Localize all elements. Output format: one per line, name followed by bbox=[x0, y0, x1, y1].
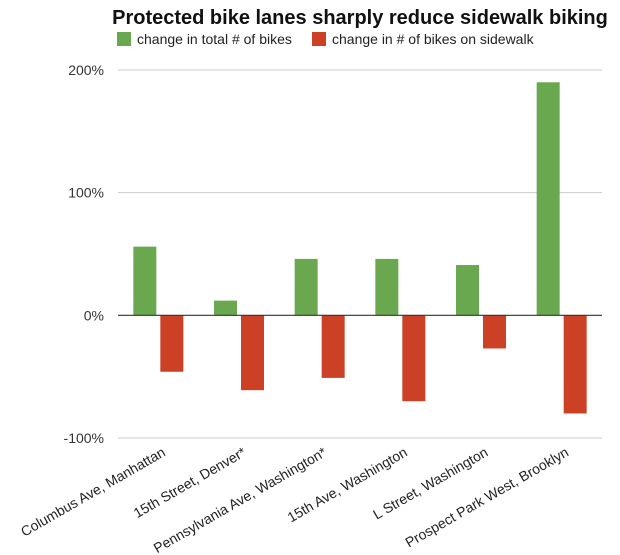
legend-swatch-total-bikes bbox=[117, 32, 131, 46]
bar-total-bikes bbox=[214, 300, 237, 316]
y-tick-label: 100% bbox=[68, 185, 104, 201]
bar-total-bikes bbox=[375, 258, 399, 316]
bars bbox=[133, 82, 587, 414]
legend: change in total # of bikes change in # o… bbox=[117, 31, 535, 47]
gridlines bbox=[118, 69, 602, 439]
legend-label-sidewalk-bikes: change in # of bikes on sidewalk bbox=[332, 31, 535, 47]
y-axis-tick-labels: 200% 100% 0% -100% bbox=[64, 62, 104, 446]
bar-sidewalk-bikes bbox=[321, 315, 345, 378]
bar-total-bikes bbox=[536, 82, 560, 316]
chart-title: Protected bike lanes sharply reduce side… bbox=[112, 7, 608, 29]
bar-sidewalk-bikes bbox=[563, 315, 587, 414]
bar-sidewalk-bikes bbox=[483, 315, 506, 349]
legend-label-total-bikes: change in total # of bikes bbox=[137, 31, 292, 47]
y-tick-label: 0% bbox=[84, 307, 104, 323]
bar-sidewalk-bikes bbox=[241, 315, 264, 391]
bar-sidewalk-bikes bbox=[160, 315, 184, 372]
legend-swatch-sidewalk-bikes bbox=[312, 32, 326, 46]
y-tick-label: 200% bbox=[68, 62, 104, 78]
bar-total-bikes bbox=[133, 246, 157, 316]
bar-total-bikes bbox=[294, 258, 318, 316]
x-category-label: Columbus Ave, Manhattan bbox=[18, 444, 168, 540]
bar-sidewalk-bikes bbox=[402, 315, 426, 402]
bar-total-bikes bbox=[456, 265, 479, 316]
y-tick-label: -100% bbox=[64, 430, 104, 446]
